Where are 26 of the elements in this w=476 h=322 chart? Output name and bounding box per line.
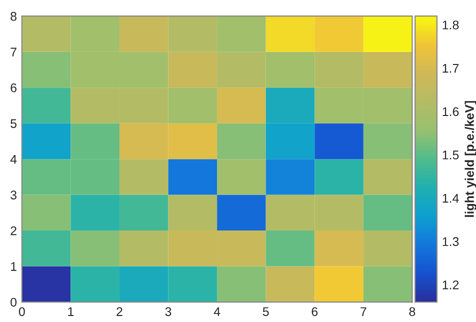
x-tick-label: 2: [116, 307, 122, 316]
x-tick-label: 4: [214, 307, 220, 316]
x-tick-label: 1: [68, 307, 74, 316]
x-tick-label: 3: [165, 307, 172, 316]
x-tick-label: 8: [409, 307, 416, 316]
color-bar-label: 1.3: [442, 237, 459, 246]
y-tick-label: 5: [10, 119, 17, 128]
y-tick-label: 2: [10, 226, 16, 236]
y-tick-label: 1: [11, 262, 16, 271]
color-bar-label: 1.7: [442, 64, 459, 73]
color-bar-label: 1.2: [442, 280, 459, 290]
y-tick-label: 3: [10, 190, 16, 200]
color-bar-label: 1.8: [442, 20, 459, 30]
y-tick-label: 0: [10, 298, 17, 307]
x-tick-label: 6: [312, 307, 318, 316]
color-bar-title: light yield [p.e./keV]: [464, 101, 476, 217]
color-bar-label: 1.4: [442, 194, 459, 203]
y-tick-label: 6: [10, 83, 16, 92]
color-bar-label: 1.6: [442, 107, 459, 116]
y-tick-label: 8: [10, 12, 16, 21]
x-tick-label: 5: [262, 307, 269, 316]
y-tick-label: 7: [10, 48, 16, 56]
color-bar-label: 1.5: [442, 150, 459, 160]
y-tick-label: 4: [10, 155, 17, 164]
x-tick-label: 7: [360, 307, 366, 316]
x-tick-label: 0: [18, 307, 25, 316]
